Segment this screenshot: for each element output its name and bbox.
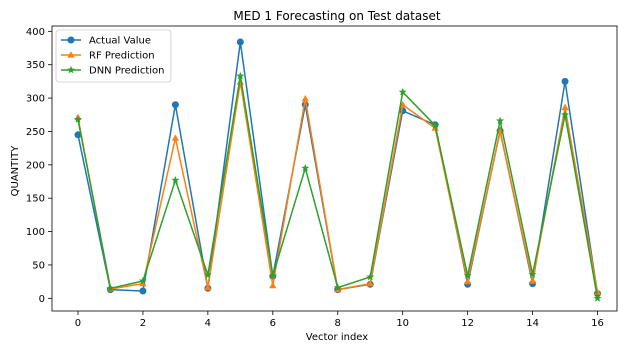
y-tick-label: 100: [26, 227, 45, 238]
y-axis-label: QUANTITY: [10, 145, 21, 197]
data-point-dnn-prediction: [333, 283, 342, 292]
data-point-rf-prediction: [366, 279, 374, 287]
data-point-rf-prediction: [464, 277, 472, 285]
data-point-rf-prediction: [561, 103, 569, 111]
data-point-actual-value: [74, 131, 82, 139]
y-tick-label: 200: [26, 160, 45, 171]
data-point-rf-prediction: [301, 94, 309, 102]
x-axis: 0 2 4 6 8 10 12 14 16: [75, 311, 604, 329]
series-dnn-prediction: [73, 71, 602, 302]
legend-label-rf-prediction: RF Prediction: [89, 51, 155, 62]
y-tick-label: 50: [32, 260, 45, 271]
plot-frame: [51, 25, 618, 312]
series-line-dnn-prediction: [77, 75, 599, 299]
y-tick-label: 250: [26, 127, 45, 138]
data-point-dnn-prediction: [106, 284, 115, 292]
data-point-dnn-prediction: [398, 87, 407, 96]
data-point-dnn-prediction: [138, 276, 147, 285]
legend: Actual Value RF Prediction DNN Prediction: [55, 29, 172, 83]
x-tick-label: 16: [591, 318, 604, 329]
data-point-dnn-prediction: [236, 71, 245, 80]
x-axis-label: Vector index: [306, 332, 368, 343]
data-point-dnn-prediction: [593, 294, 602, 302]
data-point-rf-prediction: [269, 281, 277, 289]
data-point-dnn-prediction: [561, 110, 570, 119]
x-tick-label: 6: [270, 318, 276, 329]
data-point-rf-prediction: [528, 277, 537, 284]
data-point-rf-prediction: [171, 134, 179, 141]
legend-marker-dnn-prediction: [67, 65, 75, 74]
data-point-dnn-prediction: [496, 116, 505, 125]
data-point-rf-prediction: [593, 288, 602, 295]
x-tick-label: 8: [335, 318, 341, 329]
data-point-dnn-prediction: [431, 121, 440, 129]
series-rf-prediction: [74, 78, 602, 295]
data-point-dnn-prediction: [463, 271, 472, 280]
data-point-actual-value: [139, 287, 147, 295]
x-tick-label: 2: [140, 318, 146, 329]
data-point-dnn-prediction: [203, 270, 212, 279]
legend-label-dnn-prediction: DNN Prediction: [89, 66, 165, 77]
chart-title: MED 1 Forecasting on Test dataset: [233, 9, 440, 23]
y-axis: 0 50 100 150 200 250 300 350 400: [26, 27, 52, 305]
x-tick-label: 12: [461, 318, 474, 329]
data-point-dnn-prediction: [73, 115, 82, 123]
series-layer: [73, 38, 602, 302]
data-point-dnn-prediction: [366, 272, 375, 281]
x-tick-label: 10: [396, 318, 409, 329]
data-point-rf-prediction: [204, 283, 212, 291]
legend-marker-actual-value: [67, 36, 75, 44]
data-point-actual-value: [171, 101, 179, 109]
data-point-dnn-prediction: [171, 175, 180, 184]
x-tick-label: 14: [526, 318, 539, 329]
data-point-dnn-prediction: [268, 271, 277, 280]
y-tick-label: 400: [26, 27, 45, 38]
data-point-rf-prediction: [139, 279, 147, 287]
legend-label-actual-value: Actual Value: [89, 36, 151, 47]
data-point-dnn-prediction: [528, 270, 537, 278]
series-line-rf-prediction: [77, 81, 599, 293]
data-point-dnn-prediction: [301, 163, 310, 172]
x-tick-label: 4: [205, 318, 211, 329]
legend-marker-rf-prediction: [67, 51, 75, 58]
y-tick-label: 350: [26, 60, 45, 71]
x-tick-label: 0: [75, 318, 81, 329]
data-point-actual-value: [236, 38, 244, 46]
legend-box: [55, 29, 172, 83]
data-point-actual-value: [561, 77, 569, 85]
y-tick-label: 0: [39, 294, 45, 305]
plot-area: [51, 25, 618, 312]
y-tick-label: 300: [26, 94, 45, 105]
y-tick-label: 150: [26, 194, 45, 205]
